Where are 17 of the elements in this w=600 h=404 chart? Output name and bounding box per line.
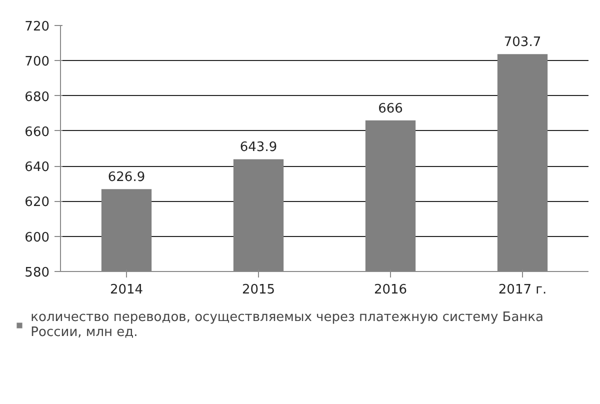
data-label: 643.9 [240, 140, 278, 156]
y-tick-label: 680 [24, 90, 50, 105]
x-tick-label: 2014 [110, 282, 144, 298]
x-tick-label: 2017 г. [498, 282, 547, 298]
x-tick-label: 2015 [242, 282, 276, 298]
legend-label: количество переводов, осуществляемых через платежную систему Банка России, млн ед. [30, 310, 544, 340]
data-label: 626.9 [108, 170, 146, 186]
y-tick-label: 640 [24, 160, 50, 176]
data-label: 703.7 [504, 35, 542, 50]
y-tick-label: 600 [24, 230, 50, 246]
x-tick-label: 2016 [374, 282, 408, 298]
y-tick-label: 720 [24, 20, 50, 34]
y-tick-label: 580 [24, 266, 50, 280]
data-label: 666 [378, 101, 403, 116]
y-tick-label: 700 [24, 54, 50, 70]
y-tick-label: 620 [24, 195, 50, 210]
y-tick-label: 660 [24, 124, 50, 140]
